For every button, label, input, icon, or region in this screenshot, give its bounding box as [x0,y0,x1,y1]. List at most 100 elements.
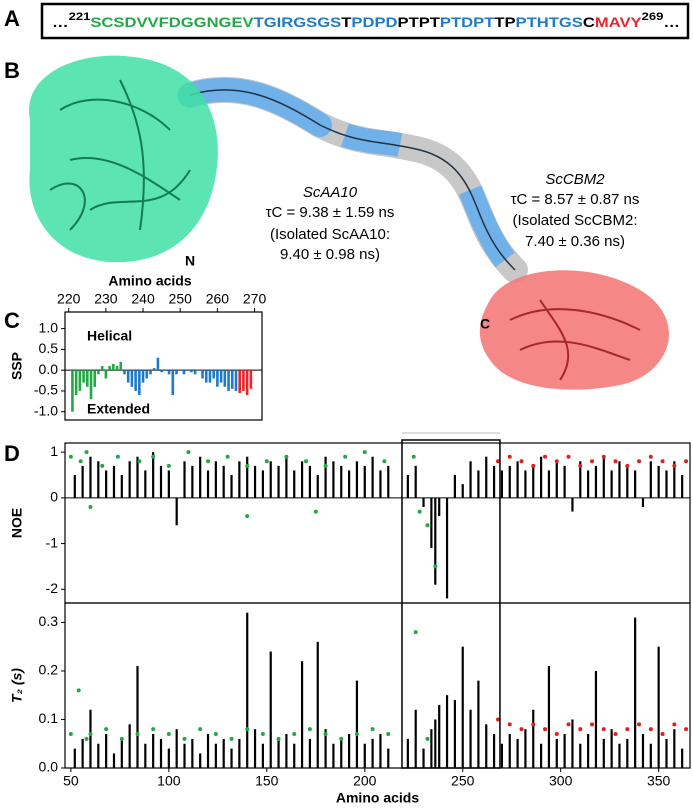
bar [300,461,304,498]
bar [532,709,535,768]
bar [82,370,85,383]
bar [238,461,241,498]
sequence-box [40,2,690,40]
bar [626,465,629,498]
bar [149,370,152,375]
point [292,732,297,737]
point [413,630,418,635]
bar [618,461,621,498]
point [206,459,211,464]
bar [71,370,74,412]
bar [524,470,527,498]
bar [469,709,472,768]
bar [524,729,527,768]
domain-name: ScAA10 [303,184,358,201]
point [313,509,318,514]
bar [610,729,613,768]
bar [355,680,359,768]
bar [193,370,197,375]
bar [340,738,343,768]
bar [144,743,147,768]
bar [665,738,668,768]
point [637,459,642,464]
point [88,505,93,509]
plot-frame [64,602,691,769]
bar [145,370,149,379]
bar [293,470,296,498]
point [495,459,500,464]
bar [81,738,84,768]
point [276,736,281,741]
bar [182,370,186,375]
point [323,463,328,468]
bar [485,456,488,498]
bar [171,370,175,396]
sequence-segment: 221 [69,11,91,23]
bar [406,738,409,768]
point [684,459,689,464]
bar [126,370,130,383]
bar [78,370,82,391]
y-tick-label: 0.2 [39,662,59,678]
point [339,736,344,741]
point [245,514,250,519]
bar [594,670,598,768]
bar [219,370,223,383]
x-tick-label: 240 [131,291,155,307]
point [166,732,171,737]
bar [277,465,280,498]
point [245,727,250,732]
bar [141,370,145,383]
bar [516,738,519,768]
bar [128,461,131,498]
point [495,717,500,722]
point [119,736,124,741]
bar [438,704,441,768]
bar [665,470,668,498]
point [543,727,548,732]
bar [223,370,227,387]
plot-frame [64,311,263,421]
bar [485,724,488,768]
bar [230,748,233,768]
bar [120,475,123,498]
bar [238,738,241,768]
bar [324,456,327,498]
x-tick-label: 300 [549,773,573,789]
bar [191,738,194,768]
bar [673,461,676,498]
bar [160,370,163,373]
bar [120,738,123,768]
bar [199,456,202,498]
bar [249,370,253,389]
point [104,727,109,732]
bar [242,370,245,391]
bar [371,738,374,768]
x-tick-label: 100 [157,773,181,789]
x-tick-label: 260 [206,291,230,307]
point [137,459,142,464]
point [411,454,416,459]
bar [492,465,496,498]
point [229,736,234,741]
correlation-time: τC = 9.38 ± 1.59 ns [266,204,395,221]
x-axis-label: Amino acids [336,790,419,806]
point [284,454,289,459]
point [78,459,83,464]
point [519,459,524,464]
point [88,732,93,737]
sequence-segment: PTPT [398,14,441,30]
bar [641,734,645,768]
x-tick-label: 270 [243,291,267,307]
bar [571,719,574,768]
y-axis-label: SSP [9,352,25,380]
bar [438,497,441,517]
point [213,732,218,737]
bar [138,370,141,396]
point [578,463,583,468]
point [84,450,89,455]
point [648,727,653,732]
bar [285,734,288,768]
bar [508,465,511,498]
annotation: Helical [87,328,132,344]
